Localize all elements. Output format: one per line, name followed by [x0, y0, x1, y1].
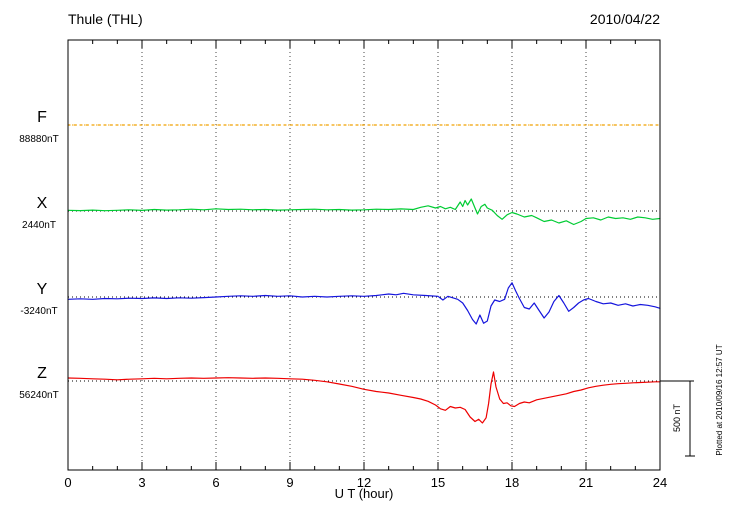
series-label-F: F [37, 109, 47, 126]
x-tick-label-24: 24 [653, 475, 667, 490]
plot-border [67, 39, 661, 471]
x-tick-label-12: 12 [357, 475, 371, 490]
series-baseline-value-X: 2440nT [22, 220, 56, 231]
scale-bar [660, 380, 695, 457]
trace-labels: F 88880nT X 2440nT Y -3240nT Z 56240nT [19, 109, 58, 401]
series-baseline-value-Y: -3240nT [20, 306, 57, 317]
data-traces [67, 124, 661, 424]
x-tick-label-3: 3 [138, 475, 145, 490]
series-baseline-value-F: 88880nT [19, 134, 58, 145]
x-tick-label-0: 0 [64, 475, 71, 490]
page-title: Thule (THL) [68, 11, 143, 27]
series-label-Z: Z [37, 365, 47, 382]
series-baseline-value-Z: 56240nT [19, 390, 58, 401]
x-tick-label-21: 21 [579, 475, 593, 490]
trace-Z [67, 371, 661, 424]
vertical-gridlines [141, 40, 587, 470]
trace-Y [67, 282, 661, 325]
trace-X [67, 198, 661, 226]
plotted-at-note: Plotted at 2010/09/16 12:57 UT [715, 344, 724, 455]
scale-bar-label: 500 nT [672, 403, 682, 432]
x-tick-label-9: 9 [286, 475, 293, 490]
x-tick-label-18: 18 [505, 475, 519, 490]
date-label: 2010/04/22 [590, 11, 660, 27]
x-tick-label-6: 6 [212, 475, 219, 490]
series-label-X: X [37, 195, 48, 212]
x-axis-label: U T (hour) [335, 486, 394, 501]
x-tick-label-15: 15 [431, 475, 445, 490]
series-label-Y: Y [37, 281, 48, 298]
x-tick-labels: 0 3 6 9 12 15 18 21 24 [64, 475, 667, 490]
